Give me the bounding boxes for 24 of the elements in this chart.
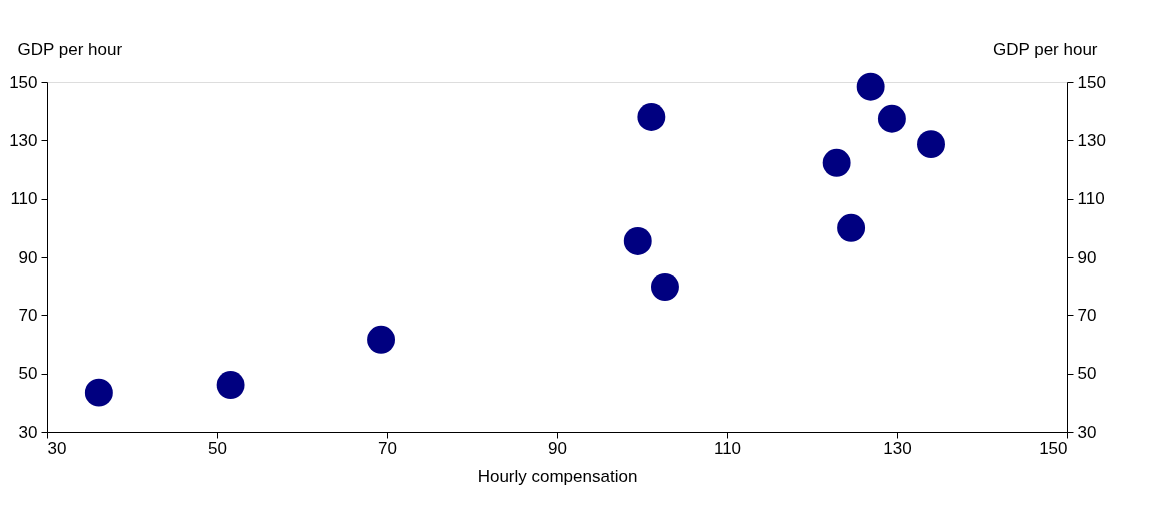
y2-tick-label: 70 <box>1077 305 1097 325</box>
y2-tick-label: 90 <box>1077 247 1097 267</box>
y2-tick-label: 30 <box>1077 422 1097 442</box>
x-tick-label: 90 <box>548 438 567 458</box>
y2-tick-label: 110 <box>1077 189 1105 209</box>
y2-axis-title: GDP per hour <box>992 39 1098 59</box>
y2-tick-label: 150 <box>1077 72 1106 92</box>
y2-tick-label: 50 <box>1077 364 1097 384</box>
y-tick-label: 90 <box>18 247 38 267</box>
x-tick-label: 110 <box>713 438 742 458</box>
y-tick-label: 150 <box>9 72 38 92</box>
y2-tick-label: 130 <box>1077 130 1106 150</box>
x-tick-label: 130 <box>883 438 912 458</box>
x-tick-label: 50 <box>208 438 227 458</box>
y-tick-label: 130 <box>9 130 38 150</box>
x-tick-label: 70 <box>378 438 397 458</box>
y-tick-label: 110 <box>10 189 38 209</box>
y-axis-title: GDP per hour <box>17 39 123 59</box>
y-tick-label: 50 <box>18 364 38 384</box>
x-axis-title: Hourly compensation <box>477 466 638 486</box>
x-tick-label: 30 <box>47 438 67 458</box>
y-tick-label: 70 <box>18 305 38 325</box>
x-tick-label: 150 <box>1039 438 1068 458</box>
y-tick-label: 30 <box>18 422 38 442</box>
